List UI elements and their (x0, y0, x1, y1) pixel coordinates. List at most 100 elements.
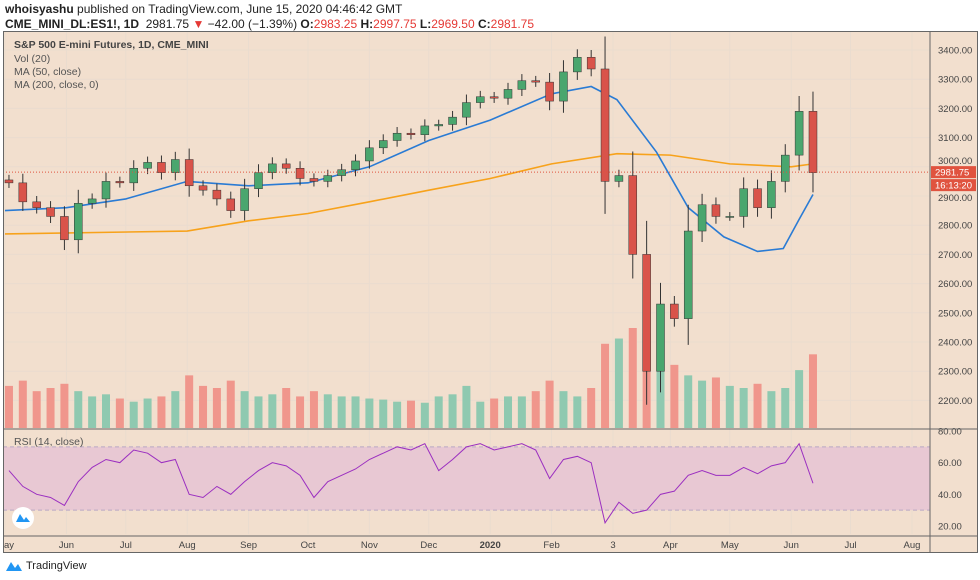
high-label: H: (360, 17, 374, 31)
time-tick-label: Jun (784, 540, 799, 551)
volume-bar (101, 394, 110, 428)
volume-bar (46, 388, 55, 428)
volume-bar (698, 380, 707, 428)
candle-body (32, 201, 41, 208)
time-tick-label: 2020 (480, 540, 501, 551)
volume-bar (254, 396, 263, 428)
volume-bar (337, 396, 346, 428)
price-tick-label: 2900.00 (938, 193, 972, 204)
symbol: CME_MINI_DL:ES1!, 1D (5, 17, 140, 31)
price-tick-label: 2500.00 (938, 308, 972, 319)
tradingview-watermark-icon (12, 507, 34, 529)
candle-body (628, 175, 638, 255)
down-arrow-icon: ▼ (192, 17, 205, 31)
volume-bar (268, 394, 277, 428)
candle-body (559, 71, 568, 102)
legend-ma200[interactable]: MA (200, close, 0) (14, 79, 99, 91)
candle-body (365, 147, 374, 162)
time-tick-label: Jun (59, 540, 74, 551)
volume-bar (739, 388, 748, 428)
time-tick-label: May (3, 540, 14, 551)
candle-body (683, 230, 693, 319)
volume-bar (573, 396, 582, 428)
volume-bar (628, 328, 637, 428)
candle-body (129, 168, 138, 184)
close-label: C: (477, 17, 491, 31)
rsi-tick-label: 60.00 (938, 458, 962, 469)
open-value: 2983.25 (313, 17, 358, 31)
volume-bar (393, 401, 402, 428)
candle-body (739, 188, 748, 217)
candle-body (711, 204, 721, 217)
volume-bar (212, 388, 221, 428)
chart-frame[interactable]: 3400.00 3300.00 3200.00 3100.00 3000.00 2900.… (0, 31, 978, 553)
candle-body (420, 125, 430, 135)
candle-body (337, 169, 346, 176)
candle-body (434, 124, 443, 127)
volume-bar (490, 398, 499, 428)
volume-bar (115, 398, 124, 428)
footer-brand: TradingView (5, 559, 87, 573)
legend-title: S&P 500 E-mini Futures, 1D, CME_MINI (14, 39, 209, 51)
volume-bar (448, 394, 457, 428)
candle-body (143, 162, 152, 169)
price-tick-label: 2200.00 (938, 396, 972, 407)
close-value: 2981.75 (490, 17, 535, 31)
rsi-tick-label: 20.00 (938, 522, 962, 533)
last-price-tag (931, 166, 976, 179)
rsi-tick-label: 80.00 (938, 427, 962, 438)
price-tick-label: 3100.00 (938, 133, 972, 144)
watermark-glyph (16, 514, 30, 522)
candle-body (448, 116, 457, 125)
volume-bar (351, 396, 360, 428)
volume-bar (504, 396, 513, 428)
candle-body (4, 179, 14, 184)
candle-body (351, 160, 360, 170)
time-tick-label: Oct (301, 540, 316, 551)
candle-body (725, 216, 735, 218)
time-tick-label: Jul (845, 540, 857, 551)
low-value: 2969.50 (431, 17, 475, 31)
candle-body (46, 207, 55, 217)
candle-body (309, 178, 319, 182)
candle-body (670, 303, 679, 319)
candle-body (378, 140, 388, 149)
price-tick-label: 2400.00 (938, 338, 972, 349)
countdown-tag (931, 179, 976, 192)
author[interactable]: whoisyashu (5, 2, 74, 16)
volume-bar (185, 375, 194, 428)
price-tick-label: 3200.00 (938, 104, 972, 115)
legend-vol[interactable]: Vol (20) (14, 53, 51, 65)
volume-bar (808, 354, 817, 428)
time-tick-label: May (721, 540, 739, 551)
candle-body (268, 163, 277, 173)
volume-bar (88, 396, 97, 428)
time-tick-label: 3 (610, 540, 615, 551)
legend-ma50[interactable]: MA (50, close) (14, 66, 82, 78)
brand-name: TradingView (26, 560, 87, 572)
candle-body (531, 80, 540, 83)
volume-bar (226, 380, 235, 428)
volume-bar (795, 370, 804, 428)
price-tick-label: 3000.00 (938, 156, 972, 167)
price-tick-label: 2300.00 (938, 367, 972, 378)
volume-bar (296, 396, 305, 428)
volume-bar (670, 364, 679, 428)
candle-body (406, 132, 416, 135)
change: −42.00 (−1.39%) (207, 17, 298, 31)
volume-bar (171, 391, 180, 428)
publish-info: whoisyashu published on TradingView.com,… (5, 2, 402, 16)
price-tick-label: 2600.00 (938, 279, 972, 290)
symbol-line: CME_MINI_DL:ES1!, 1D 2981.75 ▼ −42.00 (−… (5, 17, 534, 31)
candle-body (808, 111, 818, 173)
chart-svg[interactable]: 3400.00 3300.00 3200.00 3100.00 3000.00 2900.… (0, 31, 978, 553)
candle-body (600, 68, 610, 182)
open-label: O: (300, 17, 314, 31)
volume-bar (420, 402, 429, 428)
ma200-line (4, 152, 814, 235)
candle-body (781, 154, 790, 182)
legend-rsi[interactable]: RSI (14, close) (14, 436, 84, 448)
candle-body (295, 168, 305, 179)
volume-bar (725, 385, 734, 428)
volume-bar (4, 385, 13, 428)
